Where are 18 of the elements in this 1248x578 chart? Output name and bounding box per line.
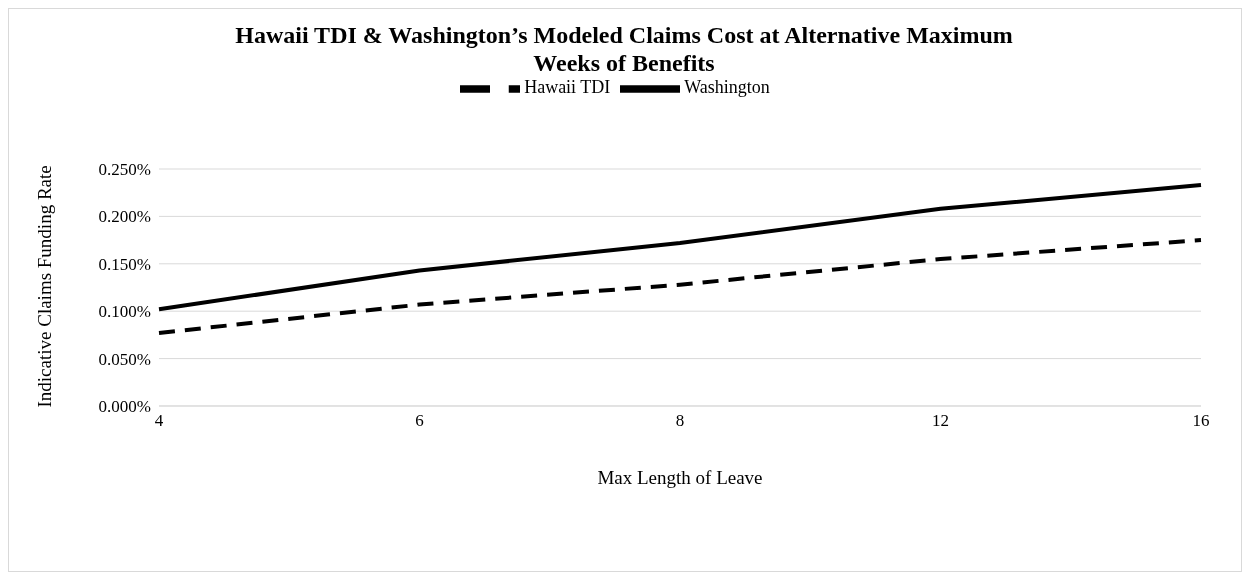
line-series (157, 238, 1203, 335)
chart-title: Hawaii TDI & Washington’s Modeled Claims Cost at Alternative Maximum Weeks of Benefits (234, 21, 1014, 77)
x-axis-title: Max Length of Leave (597, 467, 763, 488)
y-tick-label: 0.250% (98, 160, 151, 180)
y-axis-title: Indicative Claims Funding Rate (33, 165, 55, 408)
y-tick-label: 0.050% (98, 349, 151, 369)
line-series (157, 183, 1203, 312)
legend-label: Washington (684, 77, 770, 98)
y-tick-label: 0.200% (98, 207, 151, 227)
x-tick-label: 16 (1192, 411, 1210, 431)
x-tick-label: 12 (932, 411, 949, 431)
y-tick-label: 0.100% (98, 302, 151, 322)
y-tick-label: 0.150% (98, 254, 151, 274)
y-tick-label: 0.000% (98, 397, 151, 417)
x-tick-label: 6 (415, 411, 424, 431)
legend-label: Hawaii TDI (524, 77, 611, 98)
x-tick-label: 8 (675, 411, 685, 431)
x-tick-label: 4 (154, 411, 164, 431)
